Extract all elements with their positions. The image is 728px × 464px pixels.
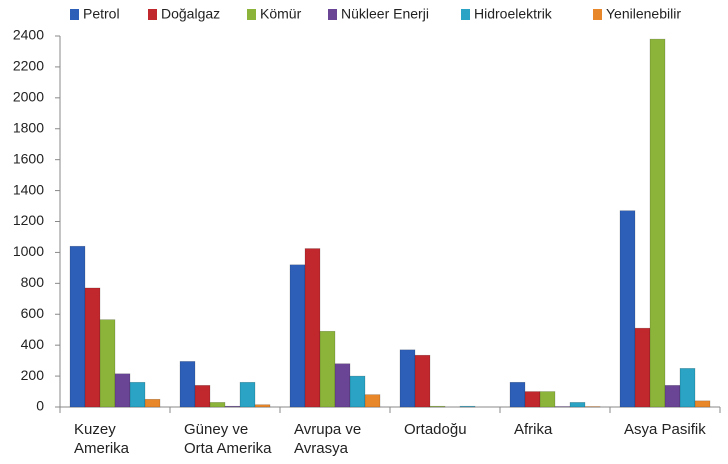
bar xyxy=(509,381,526,408)
x-tick-label: Kuzey Amerika xyxy=(74,421,130,457)
legend-label: Yenilenebilir xyxy=(606,6,681,22)
bar xyxy=(254,404,271,408)
y-tick-label: 0 xyxy=(36,398,44,414)
y-tick-label: 2200 xyxy=(13,58,44,74)
x-tick-label: Afrika xyxy=(514,421,553,438)
bar xyxy=(649,38,666,408)
legend-label: Doğalgaz xyxy=(161,6,220,22)
y-tick-label: 1400 xyxy=(13,181,44,197)
bar xyxy=(694,400,711,408)
bar xyxy=(289,264,306,408)
bar xyxy=(569,402,586,408)
y-tick-label: 1200 xyxy=(13,212,44,228)
bar xyxy=(524,391,541,408)
bar xyxy=(114,373,131,408)
legend-label: Hidroelektrik xyxy=(474,6,553,22)
y-tick-label: 800 xyxy=(21,274,45,290)
legend-swatch xyxy=(148,9,157,20)
bar xyxy=(304,248,321,408)
bar xyxy=(319,330,336,408)
bar xyxy=(414,354,431,408)
bar xyxy=(459,405,476,408)
bar xyxy=(334,363,351,408)
bar xyxy=(539,391,556,408)
bar xyxy=(429,405,446,408)
x-tick-label: Asya Pasifik xyxy=(624,421,706,438)
legend-swatch xyxy=(461,9,470,20)
bar xyxy=(619,210,636,408)
y-tick-label: 1800 xyxy=(13,119,44,135)
y-tick-label: 1600 xyxy=(13,150,44,166)
bar xyxy=(209,402,226,408)
bar xyxy=(349,375,366,408)
bar xyxy=(664,385,681,408)
bar xyxy=(99,319,116,408)
x-tick-label: Ortadoğu xyxy=(404,421,467,438)
legend-label: Kömür xyxy=(260,6,302,22)
y-tick-label: 2000 xyxy=(13,89,44,105)
y-tick-label: 400 xyxy=(21,336,45,352)
bar xyxy=(634,327,651,408)
y-tick-label: 2400 xyxy=(13,27,44,43)
x-tick-label: Avrupa ve Avrasya xyxy=(294,421,362,457)
bar xyxy=(194,385,211,408)
legend-swatch xyxy=(247,9,256,20)
legend-swatch xyxy=(70,9,79,20)
y-tick-label: 200 xyxy=(21,367,45,383)
bar xyxy=(364,394,381,408)
bar xyxy=(224,405,241,408)
legend-swatch xyxy=(328,9,337,20)
bar xyxy=(679,368,696,408)
y-tick-label: 1000 xyxy=(13,243,44,259)
legend-swatch xyxy=(593,9,602,20)
bar xyxy=(84,287,101,408)
x-tick-label: Güney ve Orta Amerika xyxy=(184,421,272,457)
bar xyxy=(129,381,146,408)
legend-label: Petrol xyxy=(83,6,120,22)
bar xyxy=(239,381,256,408)
legend-label: Nükleer Enerji xyxy=(341,6,429,22)
bar xyxy=(179,361,196,408)
bar xyxy=(144,398,161,408)
y-tick-label: 600 xyxy=(21,305,45,321)
bar xyxy=(399,349,416,408)
bar xyxy=(69,245,86,408)
